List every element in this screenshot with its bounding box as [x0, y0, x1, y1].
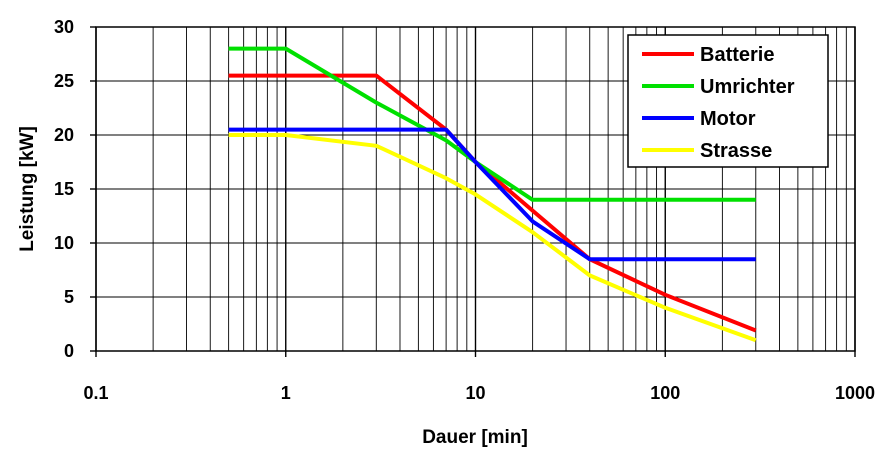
- x-tick-labels: 0.1 1 10 100 1000: [83, 383, 875, 403]
- x-axis-title: Dauer [min]: [422, 427, 528, 448]
- x-tick-label: 100: [650, 383, 680, 403]
- y-tick-labels: 0 5 10 15 20 25 30: [54, 17, 74, 361]
- y-tick-label: 25: [54, 71, 74, 91]
- plot-area: [95, 26, 856, 352]
- legend-label: Batterie: [700, 44, 774, 66]
- y-tick-label: 0: [64, 341, 74, 361]
- y-tick-label: 5: [64, 287, 74, 307]
- series-line-strasse: [228, 133, 757, 343]
- x-tick-label: 1000: [835, 383, 875, 403]
- y-axis-title: Leistung [kW]: [17, 126, 38, 252]
- legend-label: Motor: [700, 108, 756, 130]
- series-line-batterie: [228, 73, 757, 333]
- series-lines: [228, 46, 757, 343]
- legend-label: Umrichter: [700, 76, 795, 98]
- y-tick-label: 20: [54, 125, 74, 145]
- y-tick-label: 30: [54, 17, 74, 37]
- legend-box: [627, 34, 829, 168]
- y-tick-label: 15: [54, 179, 74, 199]
- x-tick-label: 0.1: [83, 383, 108, 403]
- legend-label: Strasse: [700, 140, 772, 162]
- series-line-umrichter: [228, 46, 756, 202]
- x-tick-label: 10: [465, 383, 485, 403]
- series-line-motor: [228, 127, 756, 262]
- y-tick-label: 10: [54, 233, 74, 253]
- legend: Batterie Umrichter Motor Strasse: [627, 34, 829, 168]
- x-tick-label: 1: [281, 383, 291, 403]
